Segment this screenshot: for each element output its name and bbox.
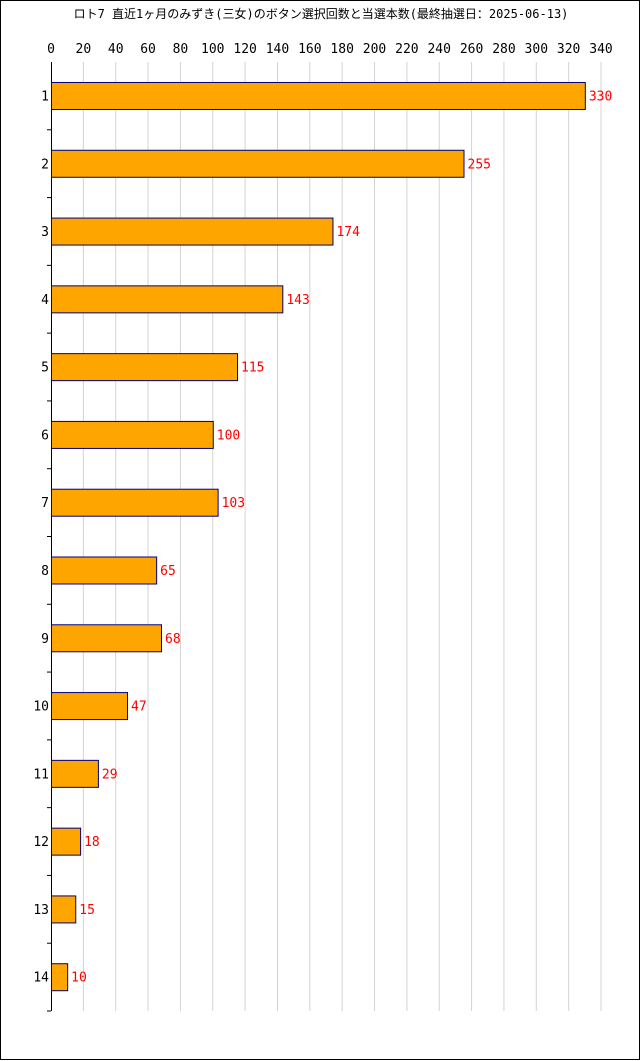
x-tick-label: 180 xyxy=(330,42,353,57)
bar xyxy=(51,556,158,585)
y-category-label: 12 xyxy=(33,835,49,850)
x-tick-label: 160 xyxy=(298,42,321,57)
y-category-label: 4 xyxy=(41,293,49,308)
bar xyxy=(51,624,162,653)
y-category-label: 5 xyxy=(41,361,49,376)
bar xyxy=(51,895,77,924)
y-category-label: 2 xyxy=(41,157,49,172)
x-tick-label: 140 xyxy=(266,42,289,57)
x-tick-label: 280 xyxy=(492,42,515,57)
bar-value-label: 68 xyxy=(165,632,181,647)
y-category-label: 13 xyxy=(33,903,49,918)
y-category-label: 7 xyxy=(41,496,49,511)
x-tick-label: 220 xyxy=(395,42,418,57)
bar xyxy=(51,827,82,856)
bar-value-label: 15 xyxy=(79,903,95,918)
x-tick-label: 320 xyxy=(557,42,580,57)
x-tick-label: 340 xyxy=(589,42,612,57)
x-tick-label: 80 xyxy=(173,42,189,57)
bar xyxy=(51,285,284,314)
bar-value-label: 65 xyxy=(160,564,176,579)
x-tick-label: 0 xyxy=(47,42,55,57)
x-tick-label: 240 xyxy=(427,42,450,57)
bar-value-label: 255 xyxy=(468,157,491,172)
y-category-label: 8 xyxy=(41,564,49,579)
x-tick-label: 20 xyxy=(76,42,92,57)
y-category-label: 3 xyxy=(41,225,49,240)
x-tick-label: 120 xyxy=(233,42,256,57)
x-tick-label: 200 xyxy=(363,42,386,57)
x-tick-label: 300 xyxy=(525,42,548,57)
x-tick-label: 260 xyxy=(460,42,483,57)
bar xyxy=(51,759,99,788)
bar-value-label: 330 xyxy=(589,90,612,105)
y-category-label: 11 xyxy=(33,767,49,782)
bar-value-label: 18 xyxy=(84,835,100,850)
y-category-label: 6 xyxy=(41,428,49,443)
bar xyxy=(51,420,214,449)
x-tick-label: 40 xyxy=(108,42,124,57)
bar-value-label: 174 xyxy=(336,225,360,240)
bar xyxy=(51,217,334,246)
y-category-label: 10 xyxy=(33,700,49,715)
bar xyxy=(51,488,219,517)
bar-value-label: 100 xyxy=(217,428,240,443)
bar xyxy=(51,82,586,110)
bar-value-label: 115 xyxy=(241,361,264,376)
bar-value-label: 103 xyxy=(222,496,245,511)
y-category-label: 1 xyxy=(41,90,49,105)
x-tick-label: 100 xyxy=(201,42,224,57)
chart-title: ロト7 直近1ヶ月のみずき(三女)のボタン選択回数と当選本数(最終抽選日：202… xyxy=(73,7,569,21)
bar-value-label: 47 xyxy=(131,700,147,715)
bar-value-label: 143 xyxy=(286,293,309,308)
bar-value-label: 10 xyxy=(71,971,87,986)
x-tick-label: 60 xyxy=(140,42,156,57)
bar xyxy=(51,149,465,178)
bar xyxy=(51,692,129,721)
bar xyxy=(51,963,69,992)
bar xyxy=(51,353,239,382)
y-category-label: 9 xyxy=(41,632,49,647)
y-category-label: 14 xyxy=(33,971,49,986)
bar-value-label: 29 xyxy=(102,767,118,782)
